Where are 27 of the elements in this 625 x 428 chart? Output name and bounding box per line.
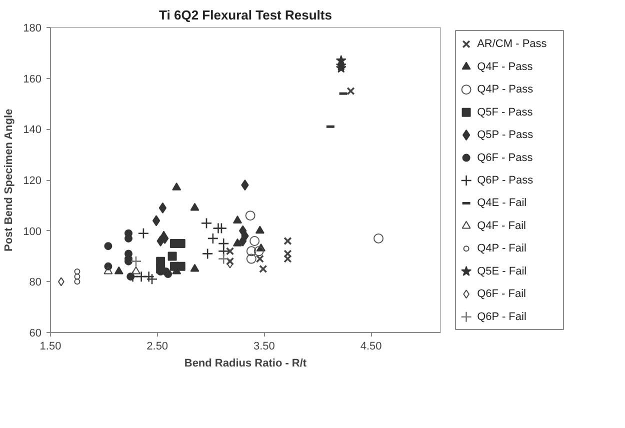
legend-label: Q4P - Fail: [477, 242, 526, 255]
legend-label: Q4F - Fail: [477, 220, 526, 232]
legend-label: AR/CM - Pass: [477, 38, 548, 50]
chart-title: Ti 6Q2 Flexural Test Results: [159, 8, 332, 22]
y-axis-title: Post Bend Specimen Angle: [3, 108, 16, 252]
legend-label: Q6F - Fail: [477, 288, 526, 300]
y-tick-label: 80: [29, 276, 42, 289]
y-tick-label: 120: [23, 175, 42, 187]
x-tick-label: 3.50: [253, 340, 275, 352]
legend-label: Q6F - Pass: [477, 152, 534, 164]
y-tick-label: 180: [23, 22, 42, 34]
y-tick-label: 100: [23, 226, 42, 238]
legend-label: Q5F - Pass: [477, 106, 534, 118]
y-tick-label: 160: [23, 73, 42, 86]
legend-label: Q6P - Pass: [477, 174, 534, 186]
legend-label: Q5P - Pass: [477, 129, 534, 142]
legend-label: Q4F - Pass: [477, 60, 534, 73]
legend-label: Q6P - Fail: [477, 310, 526, 323]
y-tick-label: 60: [29, 328, 42, 340]
x-tick-label: 2.50: [146, 340, 168, 352]
y-tick-label: 140: [23, 124, 42, 136]
x-axis-title: Bend Radius Ratio - R/t: [184, 358, 307, 370]
legend-label: Q4P - Pass: [477, 84, 534, 96]
legend-label: Q5E - Fail: [477, 265, 527, 278]
x-tick-label: 4.50: [360, 340, 382, 352]
x-tick-label: 1.50: [40, 340, 62, 352]
legend-label: Q4E - Fail: [477, 197, 527, 210]
